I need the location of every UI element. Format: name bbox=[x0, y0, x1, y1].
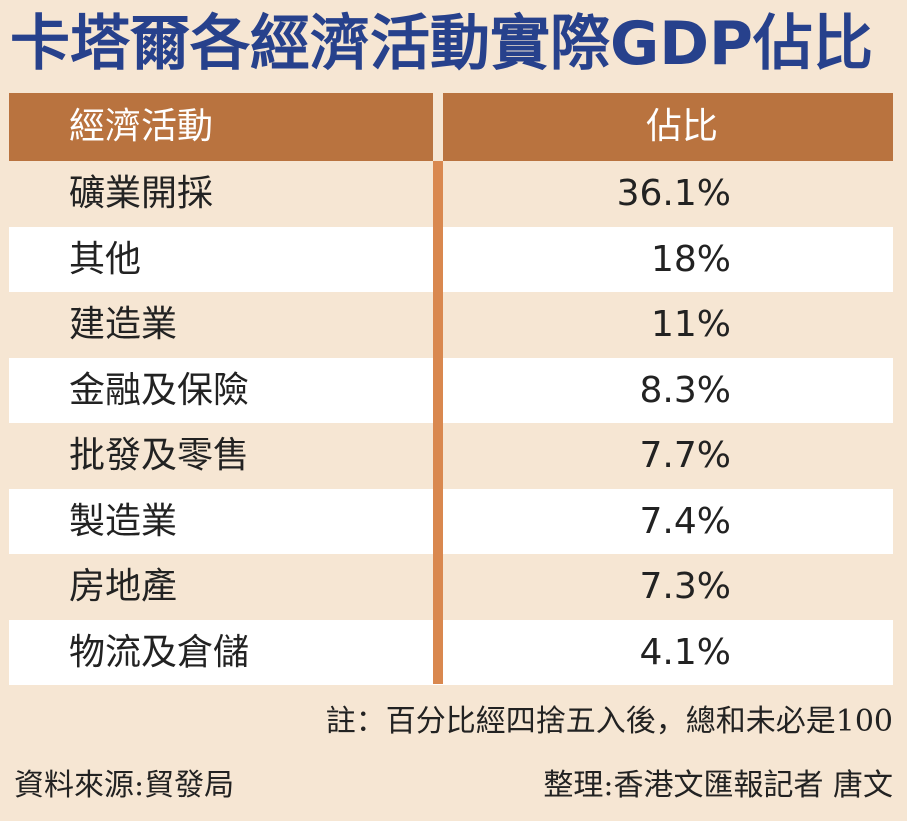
activity-cell: 其他 bbox=[69, 238, 142, 280]
source-credit: 資料來源:貿發局 bbox=[14, 768, 235, 803]
gdp-share-table: 經濟活動 佔比 礦業開採 36.1% 其他 18% 建造業 11% 金融及保險 8.3% 批發及… bbox=[9, 93, 893, 685]
table-body: 礦業開採 36.1% 其他 18% 建造業 11% 金融及保險 8.3% 批發及零售 7.7% 製造… bbox=[9, 161, 893, 685]
header-share: 佔比 bbox=[646, 106, 719, 147]
header-divider-gap bbox=[433, 93, 443, 161]
page-title: 卡塔爾各經濟活動實際GDP佔比 bbox=[10, 9, 874, 79]
share-cell: 4.1% bbox=[639, 631, 731, 673]
share-cell: 7.3% bbox=[639, 566, 731, 607]
table-row: 批發及零售 7.7% bbox=[9, 423, 893, 489]
activity-cell: 房地產 bbox=[69, 566, 178, 607]
table-header-row: 經濟活動 佔比 bbox=[9, 93, 893, 161]
activity-cell: 批發及零售 bbox=[69, 435, 250, 476]
share-cell: 18% bbox=[650, 238, 731, 280]
table-row: 物流及倉儲 4.1% bbox=[9, 619, 893, 685]
activity-cell: 金融及保險 bbox=[69, 369, 250, 411]
share-cell: 7.4% bbox=[639, 500, 731, 542]
table-row: 建造業 11% bbox=[9, 292, 893, 358]
table-row: 製造業 7.4% bbox=[9, 488, 893, 554]
share-cell: 36.1% bbox=[616, 173, 731, 214]
activity-cell: 製造業 bbox=[69, 500, 178, 542]
footnote: 註：百分比經四捨五入後，總和未必是100 bbox=[325, 704, 893, 739]
column-divider bbox=[433, 93, 443, 684]
table-row: 礦業開採 36.1% bbox=[9, 161, 893, 227]
share-cell: 7.7% bbox=[639, 435, 731, 476]
header-activity: 經濟活動 bbox=[69, 106, 214, 147]
table-row: 其他 18% bbox=[9, 226, 893, 292]
share-cell: 11% bbox=[650, 304, 731, 345]
activity-cell: 礦業開採 bbox=[69, 173, 214, 214]
table-row: 金融及保險 8.3% bbox=[9, 357, 893, 423]
activity-cell: 建造業 bbox=[69, 304, 178, 345]
editor-credit: 整理:香港文匯報記者 唐文 bbox=[543, 768, 893, 803]
share-cell: 8.3% bbox=[639, 369, 731, 411]
activity-cell: 物流及倉儲 bbox=[69, 631, 250, 673]
table-row: 房地產 7.3% bbox=[9, 554, 893, 620]
